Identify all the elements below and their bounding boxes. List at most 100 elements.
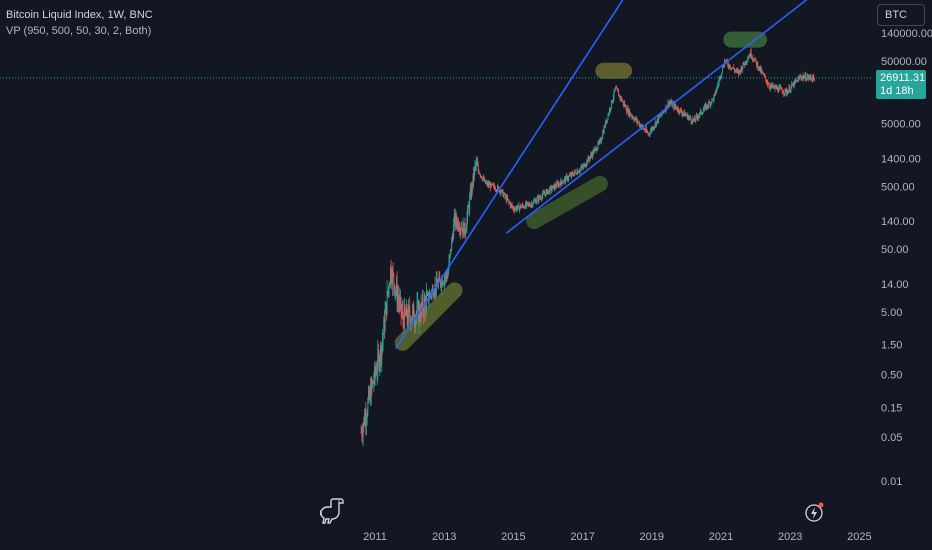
candle-body <box>741 67 743 71</box>
dinosaur-logo-icon[interactable] <box>320 497 346 525</box>
candle-body <box>502 190 504 197</box>
candle-body <box>541 195 543 199</box>
candle-body <box>611 100 613 103</box>
candle-body <box>755 58 757 62</box>
candle-body <box>465 231 467 235</box>
candle-body <box>769 86 771 89</box>
candle-body <box>417 302 419 322</box>
time-axis[interactable]: 2011 2013 2015 2017 2019 2021 2023 2025 <box>363 531 871 543</box>
candle-body <box>439 279 441 285</box>
candle-body <box>503 193 505 195</box>
candle-body <box>716 89 717 93</box>
candle-body <box>517 205 519 209</box>
candle-body <box>431 288 433 291</box>
candle-body <box>433 295 435 297</box>
candle-body <box>779 86 781 88</box>
candles <box>360 47 815 447</box>
candle-body <box>567 178 569 180</box>
candle-body <box>448 259 450 269</box>
trendlines[interactable] <box>395 0 825 349</box>
candle-body <box>485 180 487 184</box>
candle-body <box>445 273 447 276</box>
candle-body <box>669 102 671 104</box>
candle-body <box>384 319 385 330</box>
candle-body <box>636 119 638 121</box>
time-tick-label: 2019 <box>640 531 664 543</box>
candle-body <box>629 112 631 116</box>
candle-body <box>565 176 567 182</box>
candle-body <box>384 312 386 330</box>
candle-body <box>511 204 513 206</box>
candle-body <box>606 119 608 121</box>
candle-body <box>401 312 403 314</box>
candle-body <box>423 310 425 314</box>
candle-body <box>587 157 589 163</box>
candle-body <box>364 414 366 425</box>
candle-body <box>680 109 682 110</box>
candle-body <box>608 113 610 115</box>
candle-body <box>540 197 542 199</box>
symbol-button[interactable]: BTC <box>877 4 925 26</box>
candle-body <box>392 270 394 274</box>
candle-body <box>373 381 375 384</box>
candle-body <box>610 100 612 108</box>
trendline-1[interactable] <box>505 0 824 234</box>
candle-body <box>643 129 645 130</box>
candle-body <box>724 60 726 63</box>
candle-body <box>447 274 449 279</box>
candle-body <box>633 118 635 121</box>
candle-body <box>581 166 582 169</box>
candle-body <box>513 209 515 211</box>
candle-body <box>551 186 552 191</box>
candle-body <box>746 61 748 62</box>
candle-body <box>754 59 755 61</box>
candle-body <box>487 182 489 186</box>
candle-body <box>614 90 616 92</box>
candle-body <box>775 86 777 89</box>
candle-body <box>509 202 511 207</box>
candle-body <box>718 79 720 84</box>
trendline-0[interactable] <box>395 0 649 349</box>
candle-body <box>479 174 481 176</box>
candle-body <box>534 200 536 202</box>
candle-body <box>650 128 652 132</box>
lightning-icon[interactable] <box>803 500 827 524</box>
candle-body <box>632 117 634 119</box>
candle-body <box>573 174 574 176</box>
candle-body <box>409 317 411 325</box>
candle-body <box>402 311 404 319</box>
candle-body <box>577 170 578 175</box>
indicator-label[interactable]: VP (950, 500, 50, 30, 2, Both) <box>6 25 152 37</box>
candle-body <box>745 61 747 63</box>
candle-body <box>482 178 484 180</box>
time-tick-label: 2023 <box>778 531 802 543</box>
candle-body <box>652 127 654 129</box>
candle-body <box>560 180 562 186</box>
candle-body <box>608 109 610 114</box>
candle-body <box>700 110 702 113</box>
candle-body <box>651 128 653 130</box>
candle-body <box>559 184 561 186</box>
candle-body <box>536 198 538 202</box>
candle-body <box>470 190 472 198</box>
candle-body <box>682 113 684 115</box>
candle-body <box>597 142 599 148</box>
time-tick-label: 2013 <box>432 531 456 543</box>
candle-body <box>757 62 759 69</box>
candle-body <box>519 207 521 211</box>
candle-body <box>577 170 579 173</box>
candle-body <box>663 111 665 113</box>
candle-body <box>571 172 573 174</box>
candle-body <box>606 119 608 124</box>
candle-body <box>720 75 722 78</box>
candle-body <box>653 127 655 129</box>
candle-body <box>708 102 710 103</box>
candle-body <box>708 102 709 107</box>
candle-body <box>627 108 629 115</box>
candle-body <box>603 126 605 134</box>
candle-body <box>709 102 711 106</box>
candle-body <box>780 87 782 89</box>
price-axis[interactable]: 140000.00 50000.00 5000.00 1400.00 500.00 140… <box>881 28 932 488</box>
candle-body <box>679 109 681 113</box>
